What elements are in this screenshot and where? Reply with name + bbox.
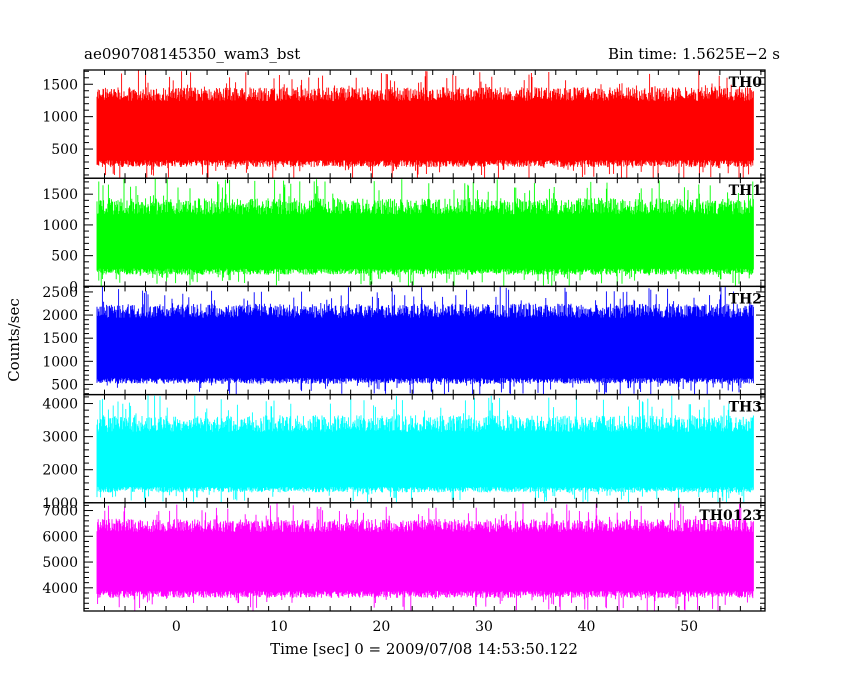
series-th1-band [96,178,754,287]
y-tick-label: 2500 [42,285,78,301]
y-tick-label: 500 [51,249,78,265]
y-tick-label: 4000 [42,397,78,413]
y-tick-label: 5000 [42,555,78,571]
series-th2-band [96,286,754,395]
panel-label-th2: TH2 [729,291,762,307]
panel-th1: 0 500 1000 1500 TH1 [42,177,766,295]
panel-label-th1: TH1 [729,183,762,199]
panels: 500 1000 1500 TH0 0 500 1000 1500 TH1 500 1000 1500… [42,69,766,612]
y-tick-label: 1000 [42,354,78,370]
y-tick-label: 500 [51,142,78,158]
y-tick-label: 1500 [42,187,78,203]
series-th0123-band [96,503,754,611]
panel-th3: 1000 2000 3000 4000 TH3 [42,393,766,512]
x-tick-label: 50 [680,619,698,635]
x-tick-label: 40 [578,619,596,635]
y-tick-label: 2000 [42,308,78,324]
x-tick-label: 10 [270,619,288,635]
series-th0-band [96,70,754,179]
panel-th0123: 4000 5000 6000 7000 TH0123 [42,502,766,612]
x-tick-label: 0 [172,619,181,635]
y-tick-label: 1000 [42,110,78,126]
panel-th2: 500 1000 1500 2000 2500 TH2 [42,285,766,396]
x-tick-label: 30 [475,619,493,635]
x-tick-label: 20 [373,619,391,635]
y-tick-label: 1000 [42,218,78,234]
y-tick-label: 6000 [42,529,78,545]
series-th3-band [96,395,754,503]
panel-label-th3: TH3 [729,400,762,416]
y-tick-label: 1500 [42,331,78,347]
y-tick-label: 1500 [42,77,78,93]
x-axis: 0 10 20 30 40 50 [172,619,698,635]
x-axis-label: Time [sec] 0 = 2009/07/08 14:53:50.122 [270,640,578,658]
panel-label-th0: TH0 [729,75,763,91]
y-tick-label: 3000 [42,430,78,446]
y-axis-label: Counts/sec [5,298,23,382]
y-tick-label: 0 [69,279,78,295]
y-tick-label: 7000 [42,504,78,520]
panel-th0: 500 1000 1500 TH0 [42,69,766,179]
y-tick-label: 2000 [42,463,78,479]
panel-label-th0123: TH0123 [699,508,762,524]
bin-time-label: Bin time: 1.5625E−2 s [608,45,780,63]
y-tick-label: 500 [51,377,78,393]
y-tick-label: 1000 [42,496,78,512]
chart-title: ae090708145350_wam3_bst [84,45,300,63]
y-tick-label: 4000 [42,581,78,597]
